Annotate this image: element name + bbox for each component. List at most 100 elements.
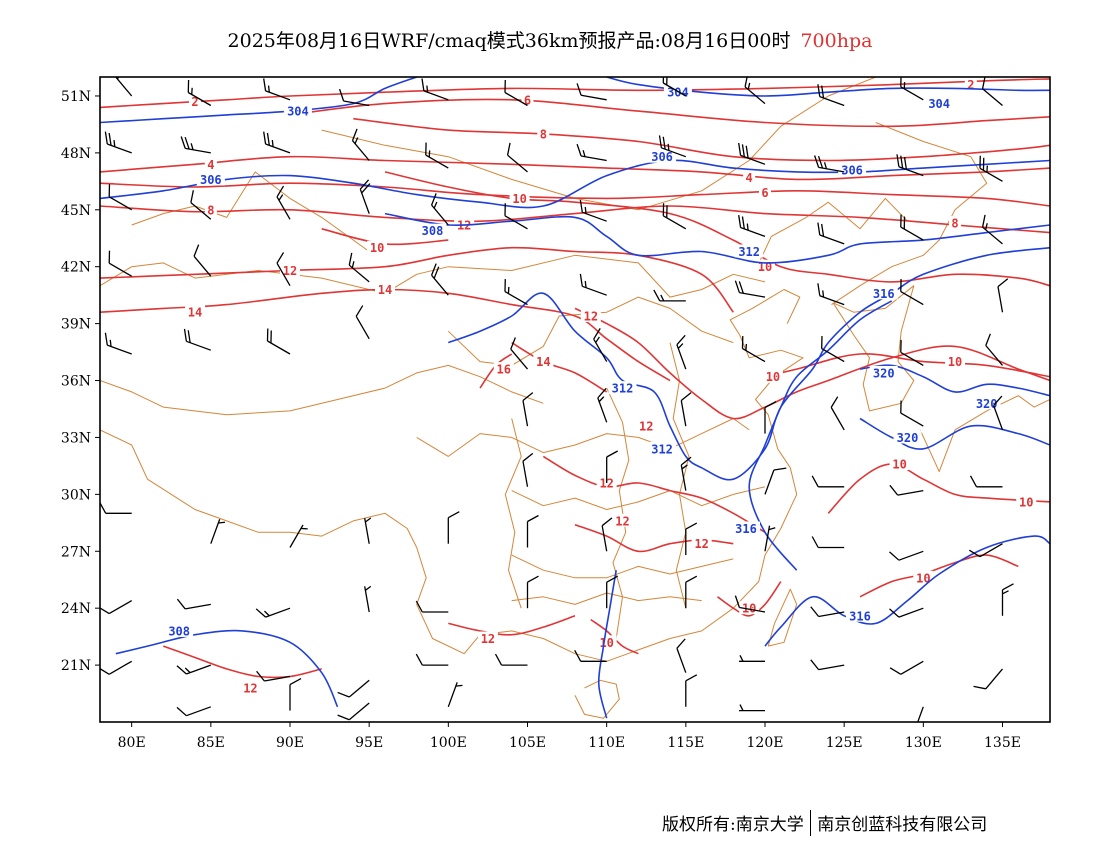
temperature-label-bg: [762, 369, 783, 383]
geopotential-contour: [606, 77, 1050, 97]
geopotential-contour: [764, 535, 1050, 647]
wind-barb: [680, 456, 692, 491]
temperature-label-bg: [477, 631, 498, 645]
geopotential-label-bg: [608, 381, 637, 395]
lon-tick-label: 120E: [747, 735, 784, 751]
temperature-contour: [100, 78, 1050, 109]
temperature-contour-label: 6: [761, 186, 768, 200]
lat-tick-label: 30N: [61, 487, 91, 503]
province-border: [447, 296, 734, 366]
wind-barb: [494, 653, 528, 666]
province-border: [511, 486, 766, 510]
wind-barb: [522, 392, 534, 427]
temperature-label-bg: [537, 126, 550, 140]
temperature-contour-label: 10: [916, 571, 930, 585]
wind-barb: [830, 396, 845, 431]
wind-barb: [176, 598, 211, 610]
lon-tick-label: 105E: [509, 735, 546, 751]
temperature-contour: [100, 155, 1050, 181]
geopotential-label-bg: [648, 149, 677, 163]
lon-tick-label: 125E: [826, 735, 863, 751]
geopotential-contour-label: 308: [422, 224, 444, 238]
temperature-label-bg: [493, 362, 514, 376]
temperature-label-bg: [580, 309, 601, 323]
geopotential-label-bg: [418, 223, 447, 237]
lon-tick-label: 115E: [667, 735, 704, 751]
temperature-contour-label: 10: [766, 370, 780, 384]
wind-barb: [574, 649, 607, 662]
wind-barb: [176, 706, 212, 717]
wind-barb: [355, 305, 370, 340]
temperature-contour-label: 8: [951, 217, 958, 231]
geopotential-label-bg: [283, 104, 312, 118]
wind-barb: [415, 600, 449, 613]
temperature-contour-label: 10: [892, 458, 906, 472]
wind-barb: [263, 131, 291, 154]
temperature-contour: [289, 98, 1050, 128]
geopotential-contour-label: 308: [168, 624, 190, 638]
temperature-label-bg: [280, 263, 300, 277]
temperature-label-bg: [240, 680, 261, 694]
lat-tick-label: 39N: [61, 317, 91, 333]
province-border: [755, 197, 908, 271]
wind-barb: [364, 585, 372, 613]
geopotential-label-bg: [893, 430, 922, 444]
geopotential-contour-label: 306: [651, 150, 673, 164]
geopotential-contour-label: 316: [735, 522, 757, 536]
temperature-contour-label: 10: [370, 241, 384, 255]
geopotential-contour-label: 306: [841, 163, 863, 177]
geopotential-label-bg: [869, 365, 898, 379]
province-border: [511, 554, 734, 579]
temperature-label-bg: [964, 77, 977, 91]
wind-barb: [266, 328, 291, 355]
wind-barb: [817, 222, 845, 245]
wind-barb: [579, 273, 607, 296]
wind-barb: [190, 190, 212, 220]
border-lines: [100, 77, 1050, 719]
chart-title: 2025年08月16日WRF/cmaq模式36km预报产品:08月16日00时 7…: [0, 26, 1100, 53]
province-border: [100, 289, 804, 662]
wind-barb: [593, 328, 608, 362]
wind-barb: [104, 332, 132, 355]
geopotential-contour-label: 320: [897, 431, 919, 445]
temperature-contour-label: 12: [283, 264, 297, 278]
wind-barb: [351, 128, 370, 161]
wind-barb: [100, 600, 133, 615]
temperature-contour: [100, 246, 734, 313]
wind-barb: [430, 263, 449, 296]
geopotential-contour-label: 312: [651, 442, 673, 456]
wind-barb: [289, 524, 308, 548]
wind-barb: [676, 334, 687, 370]
temperature-contour-label: 12: [584, 310, 598, 324]
temperature-contour: [542, 455, 766, 533]
temperature-contour-label: 14: [378, 283, 392, 297]
temperature-label-bg: [636, 419, 657, 433]
temperature-contour-label: 8: [207, 203, 214, 217]
plot-area: 2268446881010121210141412121416101010101…: [100, 77, 1050, 722]
wind-barb: [676, 638, 687, 673]
geopotential-contour-label: 316: [873, 287, 895, 301]
lon-tick-label: 100E: [430, 735, 467, 751]
wind-barb: [337, 702, 370, 721]
geopotential-label-bg: [196, 172, 225, 186]
temperature-contour: [764, 353, 1050, 378]
wind-barb: [913, 706, 924, 722]
wind-barb: [255, 607, 291, 618]
wind-barb: [263, 78, 291, 101]
temperature-contour: [859, 554, 1019, 598]
wind-barb: [985, 333, 1003, 366]
lat-tick-label: 24N: [61, 601, 91, 617]
wind-barb: [337, 679, 370, 698]
temperature-label-bg: [375, 282, 395, 296]
wind-barb: [738, 215, 766, 238]
wind-barb: [653, 289, 686, 302]
wind-barb: [526, 514, 539, 548]
geopotential-contour-label: 312: [612, 382, 634, 396]
wind-barb: [973, 668, 1003, 690]
axes: 80E 85E 90E 95E 100E 105E 110E 115E 120E 125E 130E…: [61, 89, 1021, 751]
footer-separator: [809, 810, 812, 836]
wind-barb: [810, 659, 845, 671]
lat-tick-label: 42N: [61, 260, 91, 276]
wind-barb: [764, 525, 776, 552]
